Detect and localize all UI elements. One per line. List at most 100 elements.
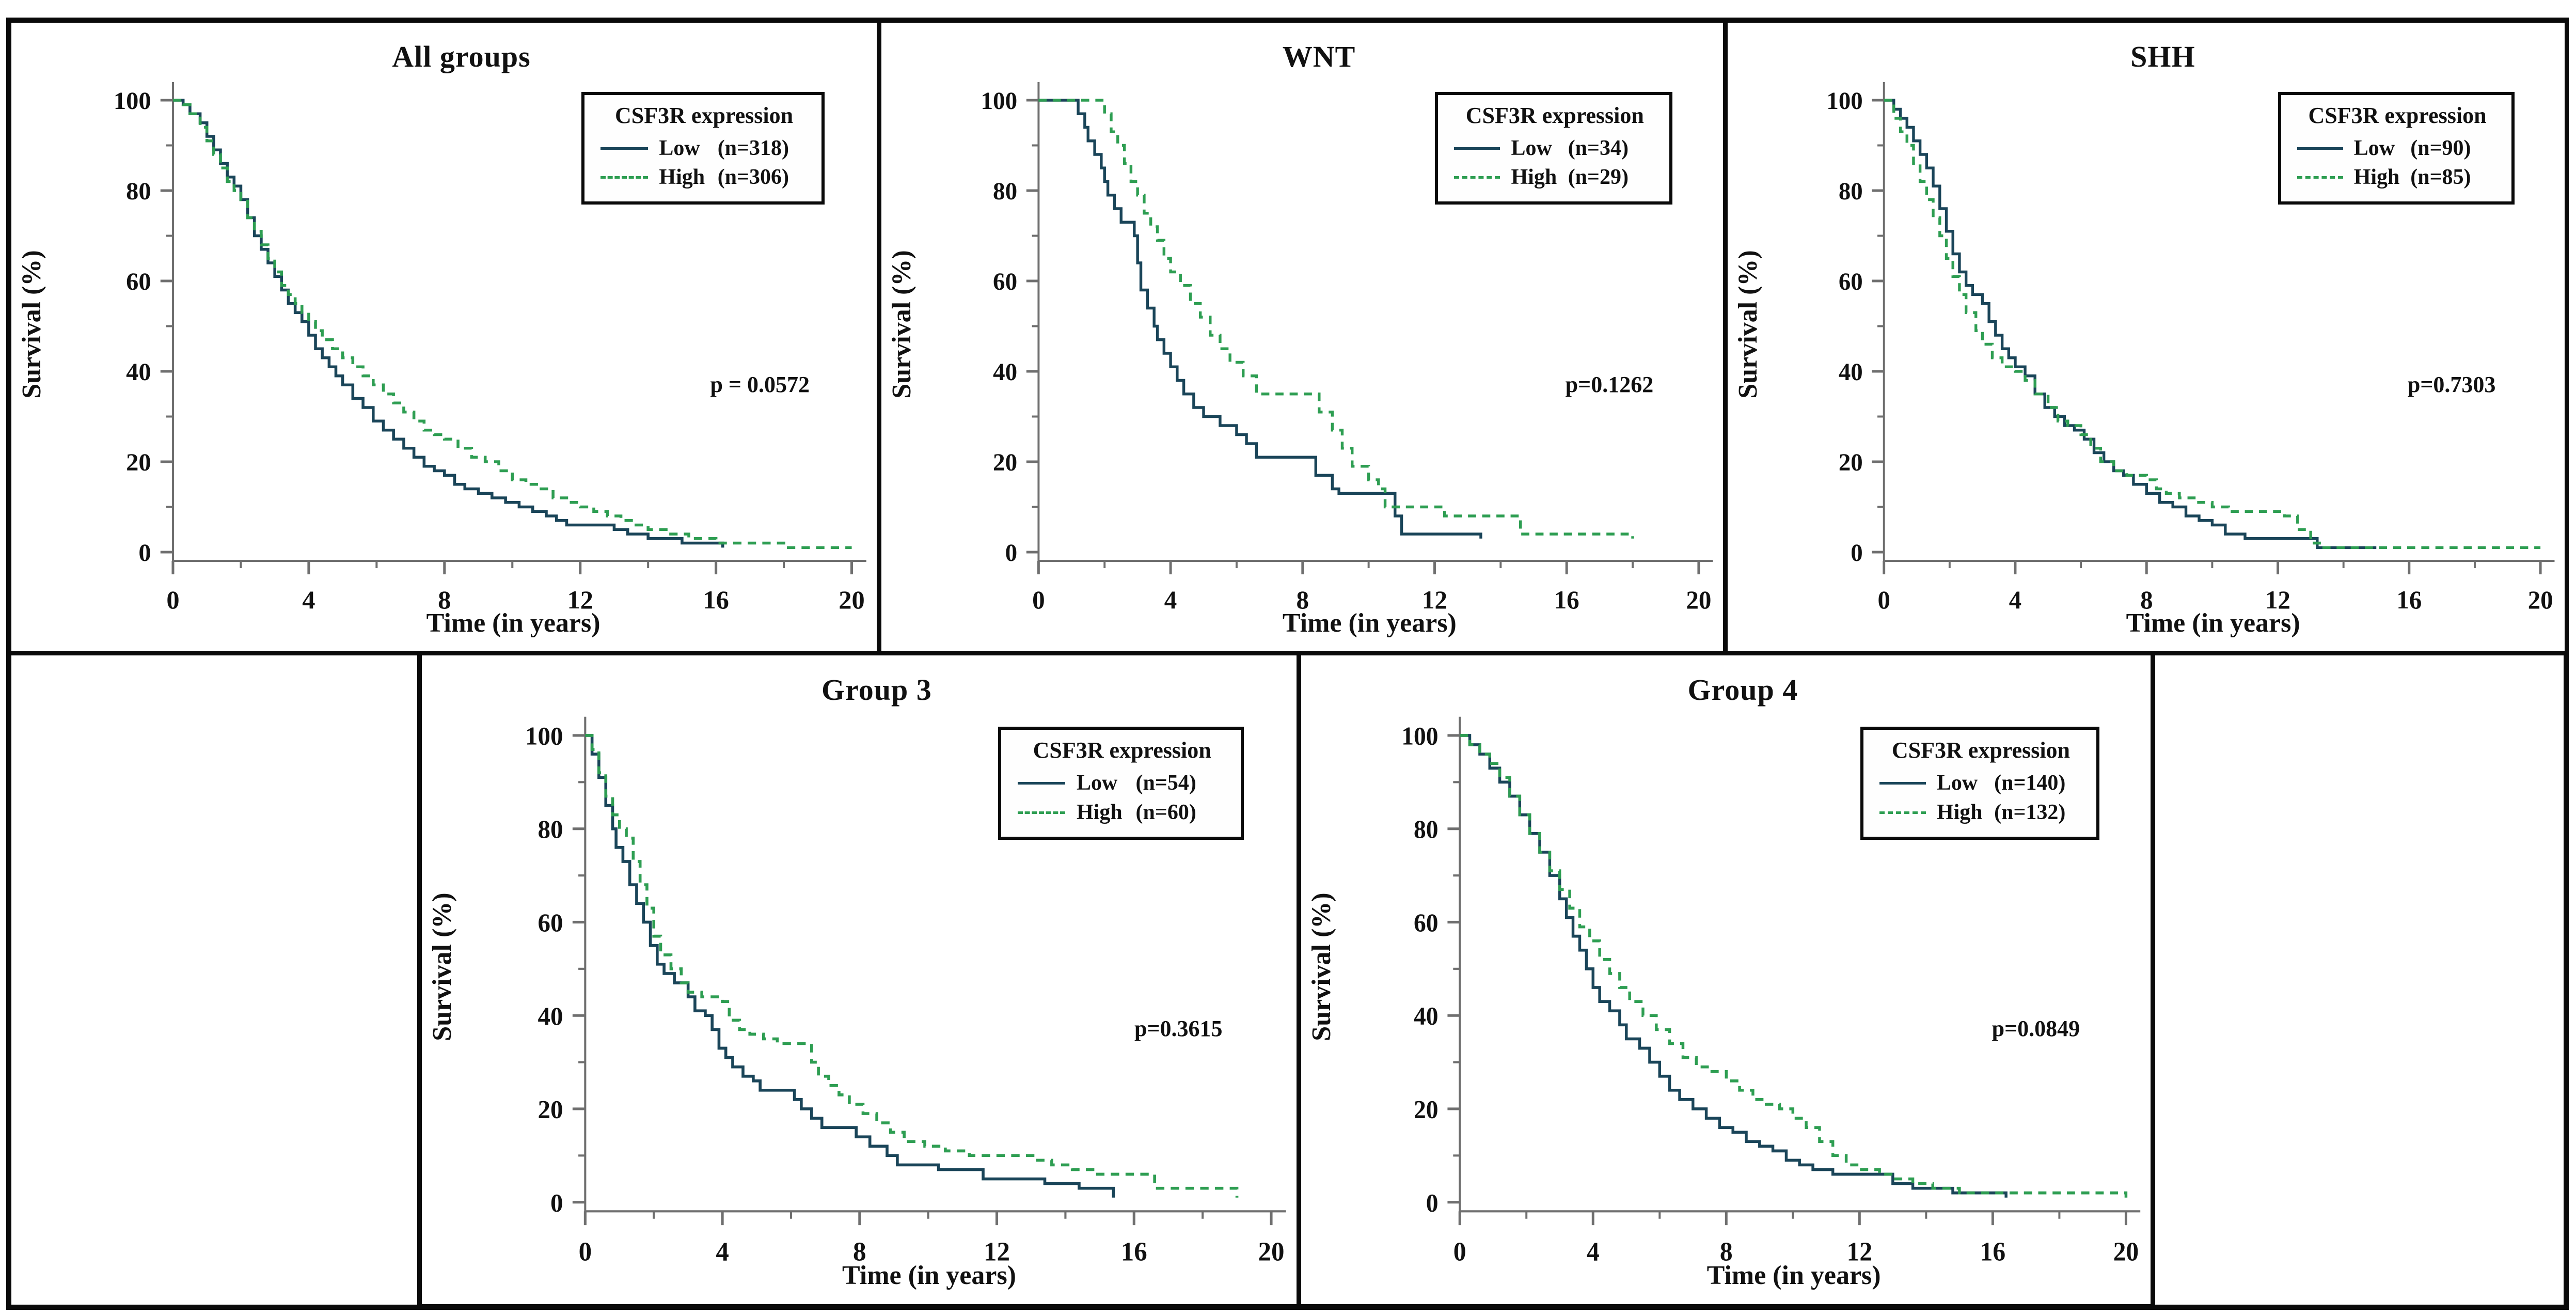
svg-text:0: 0 xyxy=(1851,540,1862,567)
legend-title: CSF3R expression xyxy=(1033,738,1211,763)
svg-text:0: 0 xyxy=(550,1188,563,1217)
svg-text:100: 100 xyxy=(525,722,563,750)
high-line-sample-icon xyxy=(1454,176,1500,179)
x-axis-label: Time (in years) xyxy=(1282,608,1457,638)
high-line-sample-icon xyxy=(600,176,648,179)
svg-text:0: 0 xyxy=(1032,586,1045,614)
high-line-sample-icon xyxy=(2297,176,2343,179)
svg-text:20: 20 xyxy=(126,449,151,476)
panel-divider-vertical-2 xyxy=(1723,23,1728,651)
legend-row-low: Low (n=140) xyxy=(1871,769,2092,798)
legend-n-high: (n=306) xyxy=(717,165,789,190)
svg-text:20: 20 xyxy=(2113,1236,2139,1266)
svg-text:12: 12 xyxy=(2265,585,2290,614)
svg-text:8: 8 xyxy=(1720,1236,1733,1266)
svg-text:12: 12 xyxy=(1422,586,1447,614)
legend-row-low: Low (n=34) xyxy=(1445,134,1664,163)
low-line-sample-icon xyxy=(2297,147,2343,150)
svg-text:12: 12 xyxy=(567,585,593,614)
svg-text:20: 20 xyxy=(1414,1095,1439,1124)
p-value: p=0.3615 xyxy=(1134,1016,1223,1042)
legend-n-low: (n=140) xyxy=(1994,771,2066,795)
legend-n-high: (n=85) xyxy=(2410,165,2471,190)
panel-all-groups: All groups Survival (%) 0 20 40 60 80 100 0 4 8 1… xyxy=(11,23,877,651)
high-line-sample-icon xyxy=(1017,811,1066,814)
legend-label-low: Low xyxy=(659,136,700,160)
svg-text:60: 60 xyxy=(538,908,563,937)
svg-text:16: 16 xyxy=(2396,585,2422,614)
legend-row-high: High (n=306) xyxy=(592,163,817,192)
high-line-sample-icon xyxy=(1879,811,1926,814)
svg-text:8: 8 xyxy=(1297,586,1309,614)
survival-plot: 0 20 40 60 80 100 0 4 8 12 16 20 xyxy=(981,82,1713,614)
svg-text:20: 20 xyxy=(839,585,864,614)
figure-border: All groups Survival (%) 0 20 40 60 80 100 0 4 8 1… xyxy=(6,18,2569,1310)
panel-title: SHH xyxy=(2130,39,2195,73)
legend-title: CSF3R expression xyxy=(1465,102,1644,128)
svg-text:20: 20 xyxy=(1839,449,1863,477)
p-value: p=0.0849 xyxy=(1992,1016,2080,1042)
svg-text:60: 60 xyxy=(993,269,1017,295)
svg-text:0: 0 xyxy=(138,539,151,567)
panel-title: Group 4 xyxy=(1687,672,1798,707)
legend-row-low: Low (n=318) xyxy=(592,134,817,163)
svg-text:16: 16 xyxy=(1554,586,1579,614)
legend-row-low: Low (n=54) xyxy=(1008,769,1236,798)
svg-text:80: 80 xyxy=(1839,178,1863,206)
x-axis-label: Time (in years) xyxy=(2126,608,2300,638)
svg-text:0: 0 xyxy=(1878,585,1890,614)
legend-row-high: High (n=29) xyxy=(1445,163,1664,192)
svg-text:40: 40 xyxy=(126,358,151,386)
svg-text:16: 16 xyxy=(1121,1237,1147,1266)
legend-title: CSF3R expression xyxy=(1891,738,2071,763)
low-line-sample-icon xyxy=(1017,782,1066,785)
legend-title: CSF3R expression xyxy=(615,102,794,128)
svg-text:12: 12 xyxy=(1847,1236,1873,1266)
p-value: p=0.1262 xyxy=(1565,371,1654,397)
legend-box: CSF3R expression Low (n=90) High (n=85) xyxy=(2278,91,2515,205)
svg-text:20: 20 xyxy=(1258,1237,1285,1266)
legend-label-low: Low xyxy=(1077,771,1118,795)
svg-text:40: 40 xyxy=(1839,359,1863,386)
svg-text:40: 40 xyxy=(993,359,1017,386)
svg-text:4: 4 xyxy=(716,1237,729,1266)
svg-text:100: 100 xyxy=(114,87,151,115)
legend-title: CSF3R expression xyxy=(2308,102,2487,128)
svg-text:16: 16 xyxy=(1980,1236,2006,1266)
legend-box: CSF3R expression Low (n=34) High (n=29) xyxy=(1435,91,1673,205)
svg-text:12: 12 xyxy=(984,1237,1010,1266)
legend-label-high: High xyxy=(2353,165,2400,190)
legend-label-high: High xyxy=(1936,800,1983,824)
legend-label-high: High xyxy=(1077,800,1123,824)
legend-n-high: (n=132) xyxy=(1994,800,2066,824)
x-axis-label: Time (in years) xyxy=(1706,1260,1881,1290)
legend-label-low: Low xyxy=(2353,136,2395,160)
x-axis-label: Time (in years) xyxy=(426,608,600,638)
svg-text:0: 0 xyxy=(1426,1188,1439,1217)
legend-box: CSF3R expression Low (n=140) High (n=132… xyxy=(1860,727,2100,840)
p-value: p=0.7303 xyxy=(2407,371,2496,397)
svg-text:60: 60 xyxy=(1839,269,1863,296)
svg-text:100: 100 xyxy=(1826,88,1862,115)
panel-group-3: Group 3 Survival (%) 0 20 40 60 80 100 0 4 8 12 16… xyxy=(417,651,1301,1309)
low-line-sample-icon xyxy=(1454,147,1500,150)
legend-n-high: (n=60) xyxy=(1135,800,1196,824)
legend-label-high: High xyxy=(1511,165,1557,190)
legend-n-low: (n=54) xyxy=(1135,771,1196,795)
low-line-sample-icon xyxy=(1879,782,1926,785)
x-axis-label: Time (in years) xyxy=(842,1260,1016,1290)
panel-shh: SHH Survival (%) 0 20 40 60 80 100 0 4 8 12 16 20 C… xyxy=(1728,23,2565,651)
svg-text:4: 4 xyxy=(1164,586,1177,614)
legend-row-high: High (n=85) xyxy=(2288,163,2506,192)
survival-plot: 0 20 40 60 80 100 0 4 8 12 16 20 xyxy=(1826,82,2555,614)
svg-text:40: 40 xyxy=(538,1001,563,1030)
legend-row-high: High (n=132) xyxy=(1871,798,2092,827)
svg-text:4: 4 xyxy=(1587,1236,1600,1266)
svg-text:0: 0 xyxy=(166,585,179,614)
svg-text:8: 8 xyxy=(2140,585,2153,614)
legend-n-low: (n=90) xyxy=(2410,136,2471,160)
p-value: p = 0.0572 xyxy=(710,371,810,397)
svg-text:80: 80 xyxy=(538,815,563,843)
legend-box: CSF3R expression Low (n=54) High (n=60) xyxy=(998,727,1244,840)
svg-text:8: 8 xyxy=(853,1237,866,1266)
